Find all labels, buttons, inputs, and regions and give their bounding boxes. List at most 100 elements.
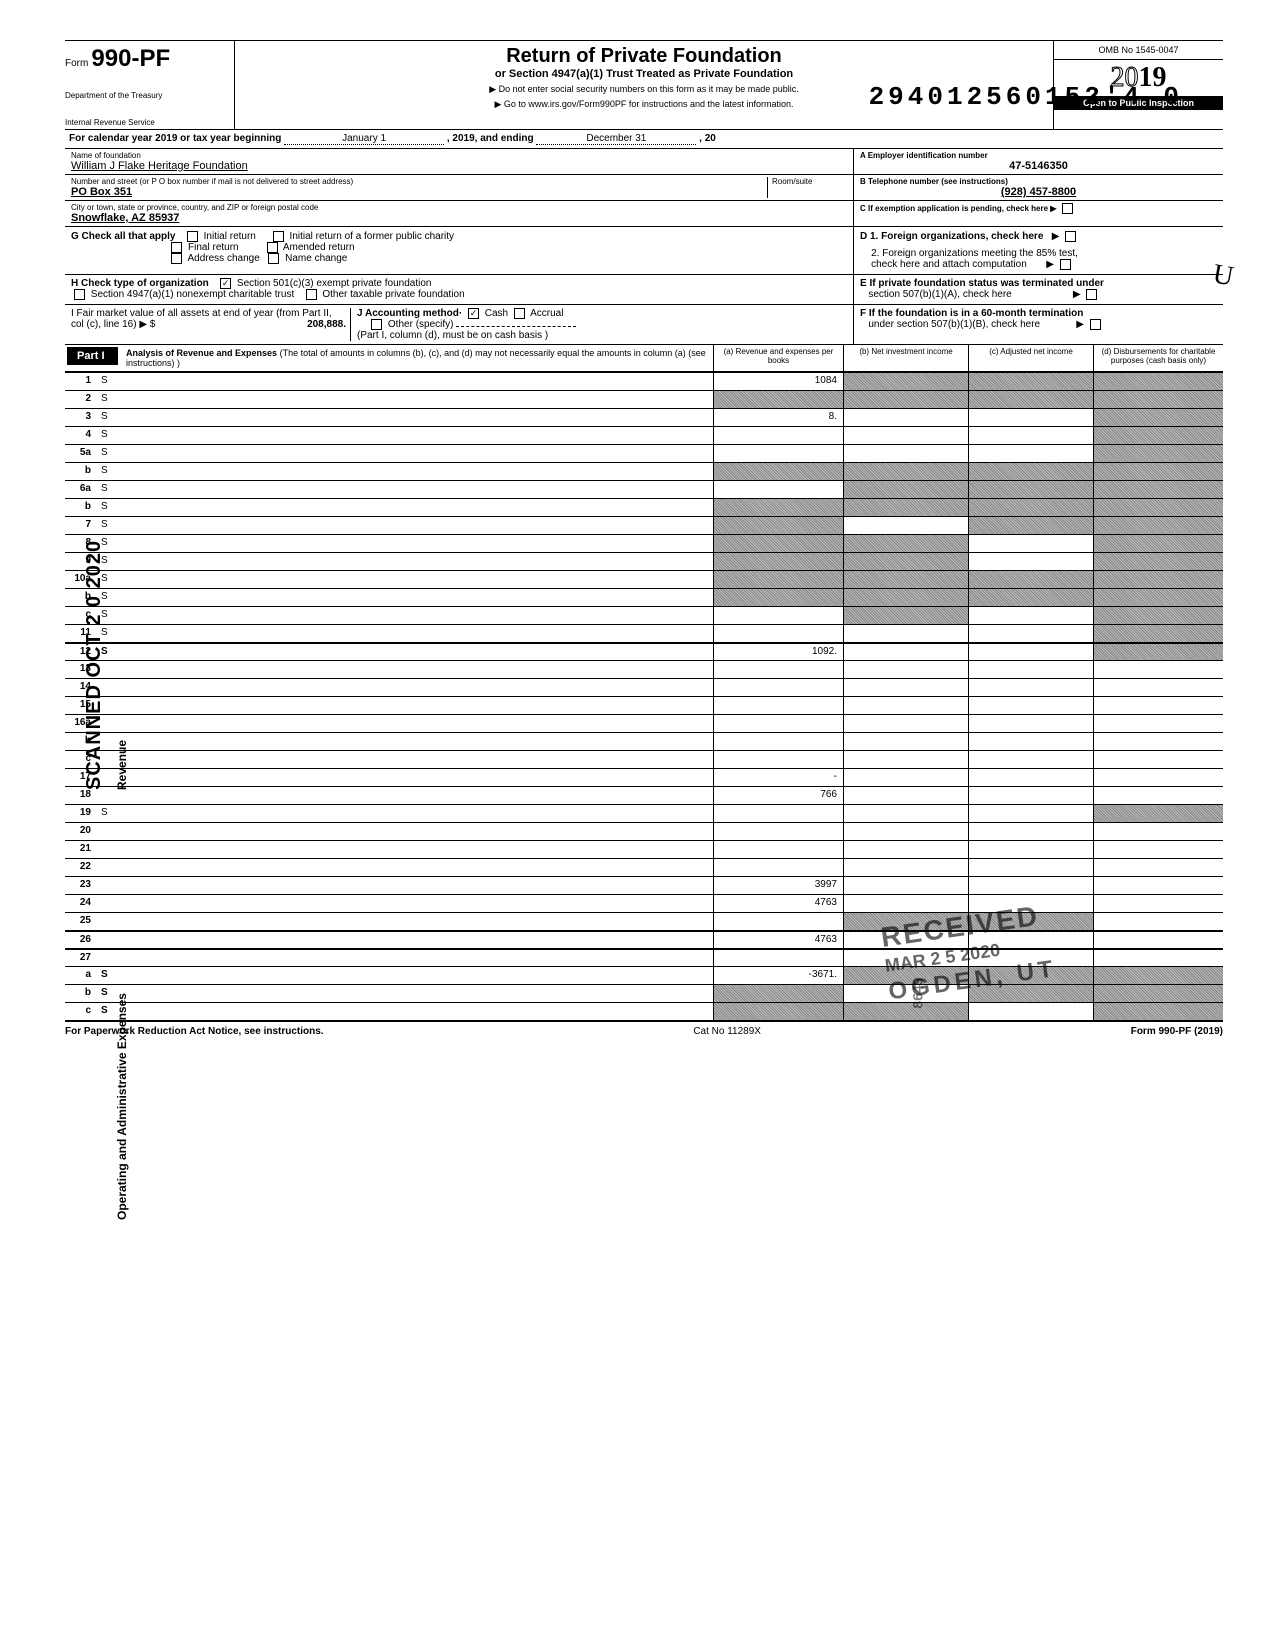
row-description [97,751,713,768]
j-other-checkbox[interactable] [371,319,382,330]
row-description: S [97,373,713,390]
part1-label-wrap: Part I [65,345,120,371]
h-other-checkbox[interactable] [306,289,317,300]
cell-col-b [843,895,968,912]
row-description [97,859,713,876]
info-right: A Employer identification number 47-5146… [853,149,1223,226]
cell-col-c [968,715,1093,732]
g-initial-checkbox[interactable] [187,231,198,242]
j-accrual-checkbox[interactable] [514,308,525,319]
row-number: 25 [65,913,97,930]
j-other: Other (specify) [388,319,454,330]
g-opt3: Final return [188,242,239,253]
g-former-checkbox[interactable] [273,231,284,242]
cell-col-d [1093,409,1223,426]
cell-col-d [1093,373,1223,390]
row-description: S [97,535,713,552]
g-row: G Check all that apply Initial return In… [65,227,1223,275]
cell-col-b [843,391,968,408]
cell-col-b [843,409,968,426]
row-description [97,913,713,930]
g-opt1: Initial return [204,231,256,242]
row-description [97,877,713,894]
cell-col-a: 4763 [713,895,843,912]
d2-checkbox[interactable] [1060,259,1071,270]
column-headers: (a) Revenue and expenses per books (b) N… [713,345,1223,371]
table-row: 244763 [65,894,1223,912]
d1-checkbox[interactable] [1065,231,1076,242]
row-number: a [65,967,97,984]
cell-col-d [1093,932,1223,948]
ein-cell: A Employer identification number 47-5146… [854,149,1223,175]
cell-col-c [968,625,1093,642]
row-number: 27 [65,950,97,966]
cell-col-a [713,913,843,930]
table-row: 6aS [65,480,1223,498]
form-number: 990-PF [91,45,170,72]
cell-col-c [968,679,1093,696]
h-501c3-checkbox[interactable] [220,278,231,289]
table-row: 16a [65,714,1223,732]
cell-col-b [843,733,968,750]
cell-col-a [713,697,843,714]
cell-col-d [1093,751,1223,768]
cell-col-c [968,427,1093,444]
f-checkbox[interactable] [1090,319,1101,330]
table-row: 15 [65,696,1223,714]
g-opt6: Name change [285,253,347,264]
e1-label: E If private foundation status was termi… [860,278,1104,289]
row-description: S [97,607,713,624]
d1-row: D 1. Foreign organizations, check here ▶ [860,231,1217,242]
c-checkbox[interactable] [1062,203,1073,214]
cell-col-a: 1084 [713,373,843,390]
cell-col-a [713,625,843,642]
g-amended-checkbox[interactable] [267,242,278,253]
table-row: 21 [65,840,1223,858]
cell-col-b [843,877,968,894]
i-block: I Fair market value of all assets at end… [71,308,351,341]
cell-col-b [843,1003,968,1020]
cell-col-b [843,517,968,534]
addr-cell: Number and street (or P O box number if … [65,175,853,201]
cell-col-d [1093,841,1223,858]
row-number: b [65,985,97,1002]
j-cash-checkbox[interactable] [468,308,479,319]
cell-col-c [968,769,1093,786]
cell-col-b [843,787,968,804]
cell-col-a [713,805,843,822]
footer-mid: Cat No 11289X [693,1026,761,1037]
info-block-1: Name of foundation William J Flake Herit… [65,149,1223,227]
dln-trail: 0 [1163,82,1183,112]
cell-col-b [843,859,968,876]
cell-col-c [968,661,1093,678]
cell-col-d [1093,625,1223,642]
cell-col-a: 766 [713,787,843,804]
cell-col-c [968,409,1093,426]
h-opt3: Other taxable private foundation [322,290,464,301]
table-row: 19S [65,804,1223,822]
cell-col-b [843,445,968,462]
f1-label: F If the foundation is in a 60-month ter… [860,308,1083,319]
g-address-checkbox[interactable] [171,253,182,264]
cell-col-b [843,823,968,840]
cell-col-d [1093,805,1223,822]
c-cell: C If exemption application is pending, c… [854,201,1223,216]
cell-col-c [968,373,1093,390]
cell-col-d [1093,644,1223,660]
j-label: J Accounting method· [357,308,462,319]
cell-col-a [713,391,843,408]
j-block: J Accounting method· Cash Accrual Other … [351,308,847,341]
e-checkbox[interactable] [1086,289,1097,300]
g-name-checkbox[interactable] [268,253,279,264]
cell-col-b [843,535,968,552]
table-row: 9S [65,552,1223,570]
cell-col-c [968,571,1093,588]
ij-row: I Fair market value of all assets at end… [65,305,1223,345]
g-opt2: Initial return of a former public charit… [290,231,455,242]
h-4947-checkbox[interactable] [74,289,85,300]
g-final-checkbox[interactable] [171,242,182,253]
cell-col-c [968,859,1093,876]
cell-col-d [1093,697,1223,714]
row-description [97,679,713,696]
table-row: 14 [65,678,1223,696]
